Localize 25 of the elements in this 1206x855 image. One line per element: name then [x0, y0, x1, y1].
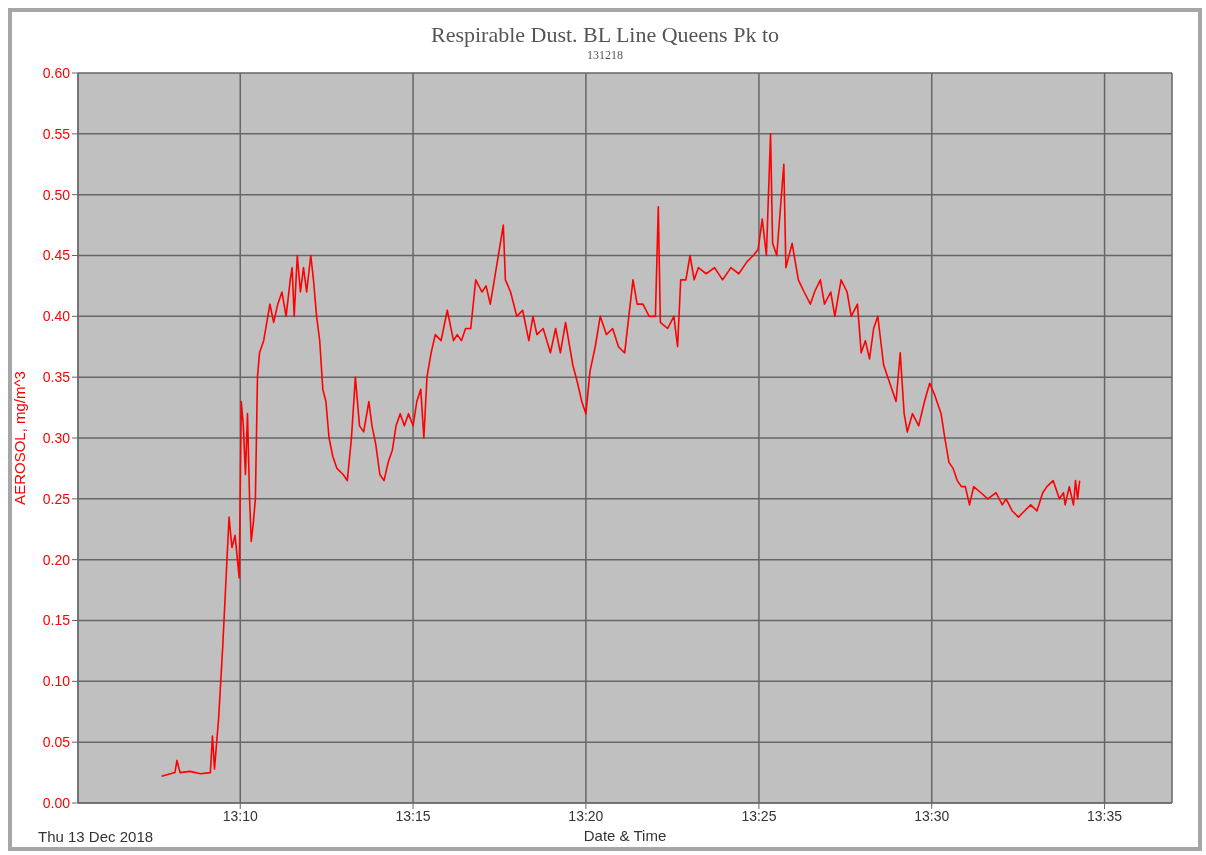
line-series — [160, 133, 1081, 778]
y-tick-label: 0.00 — [42, 794, 71, 811]
x-axis-title: Date & Time — [583, 827, 667, 844]
x-tick-label: 13:20 — [568, 807, 604, 824]
chart-subtitle: 131218 — [586, 48, 624, 63]
y-tick-label: 0.60 — [42, 64, 71, 81]
y-axis-title: AEROSOL, mg/m^3 — [11, 371, 29, 505]
x-tick-label: 13:25 — [741, 807, 777, 824]
x-tick-label: 13:15 — [395, 807, 431, 824]
x-tick-label: 13:35 — [1087, 807, 1123, 824]
y-tick-label: 0.50 — [42, 186, 71, 203]
y-tick-label: 0.25 — [42, 490, 71, 507]
y-tick-label: 0.55 — [42, 125, 71, 142]
x-tick-label: 13:30 — [914, 807, 950, 824]
y-tick-label: 0.05 — [42, 734, 71, 751]
y-tick-label: 0.15 — [42, 612, 71, 629]
x-tick-label: 13:10 — [222, 807, 258, 824]
y-tick-label: 0.20 — [42, 551, 71, 568]
y-tick-label: 0.30 — [42, 429, 71, 446]
y-tick-label: 0.45 — [42, 247, 71, 264]
y-tick-label: 0.40 — [42, 308, 71, 325]
chart-title: Respirable Dust. BL Line Queens Pk to — [429, 22, 781, 48]
text: Thu 13 Dec 2018 — [38, 828, 154, 845]
y-tick-label: 0.10 — [42, 673, 71, 690]
y-tick-label: 0.35 — [42, 369, 71, 386]
